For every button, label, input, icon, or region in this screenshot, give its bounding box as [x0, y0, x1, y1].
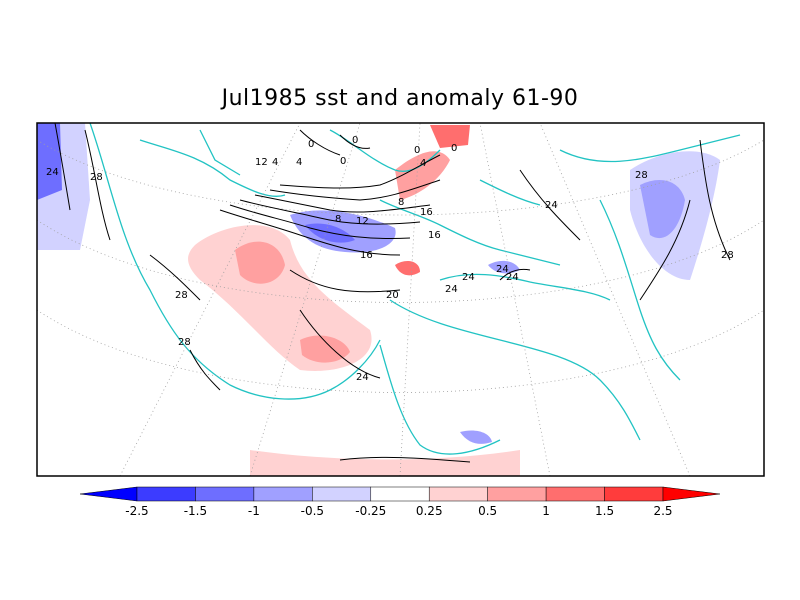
contour-label: 28	[90, 172, 103, 183]
colorbar: -2.5 -1.5 -1 -0.5 -0.25 0.25 0.5 1 1.5 2.5	[79, 486, 721, 518]
colorbar-min-arrow	[79, 486, 138, 502]
colorbar-box	[370, 486, 430, 502]
colorbar-box	[428, 486, 488, 502]
colorbar-box	[136, 486, 196, 502]
positive-anomaly-barents	[430, 125, 470, 148]
colorbar-tick-label: -0.5	[301, 504, 324, 518]
colorbar-tick-label: -0.25	[355, 504, 386, 518]
colorbar-box	[312, 486, 372, 502]
contour-label: 16	[420, 207, 433, 218]
positive-anomaly-north-atlantic	[188, 225, 372, 371]
colorbar-tick-label: 0.25	[416, 504, 443, 518]
colorbar-tick-label: 1	[542, 504, 550, 518]
contour-label: 0	[340, 156, 346, 167]
contour-label: 24	[445, 284, 458, 295]
colorbar-box	[487, 486, 547, 502]
contour-label: 20	[386, 290, 399, 301]
contour-label: 0	[451, 143, 457, 154]
colorbar-tick-label: -2.5	[125, 504, 148, 518]
contour-label: 16	[360, 250, 373, 261]
colorbar-tick-label: -1	[248, 504, 260, 518]
positive-anomaly-core-2	[300, 335, 350, 363]
negative-anomaly-med	[488, 260, 520, 274]
contour-label: 24	[496, 264, 509, 275]
contour-labels: 24 28 12 4 4 0 0 0 0 0 4 8 8 12 16 16 16…	[46, 135, 734, 383]
contour-label: 24	[545, 200, 558, 211]
positive-anomaly-north-sea	[395, 151, 450, 200]
contour-label: 24	[46, 167, 59, 178]
sst-contours	[54, 123, 731, 463]
colorbar-tick-label: -1.5	[184, 504, 207, 518]
contour-label: 4	[272, 157, 278, 168]
map-frame	[36, 122, 765, 477]
contour-label: 24	[462, 272, 475, 283]
contour-label: 12	[356, 216, 369, 227]
colorbar-tick-label: 1.5	[595, 504, 614, 518]
colorbar-tick-label: 2.5	[653, 504, 672, 518]
contour-label: 24	[356, 372, 369, 383]
anomaly-shading	[37, 123, 720, 476]
graticule	[37, 123, 764, 476]
contour-label: 12	[255, 157, 268, 168]
contour-label: 8	[398, 197, 404, 208]
colorbar-box	[604, 486, 664, 502]
contour-label: 28	[178, 337, 191, 348]
positive-anomaly-core	[235, 241, 285, 284]
contour-label: 8	[335, 214, 341, 225]
positive-anomaly-iberia	[395, 260, 420, 276]
contour-label: 4	[420, 158, 426, 169]
contour-label: 28	[175, 290, 188, 301]
map-area: 24 28 12 4 4 0 0 0 0 0 4 8 8 12 16 16 16…	[37, 123, 764, 476]
coastlines	[89, 123, 741, 455]
colorbar-box	[195, 486, 255, 502]
contour-label: 16	[428, 230, 441, 241]
contour-label: 0	[352, 135, 358, 146]
contour-label: 0	[414, 145, 420, 156]
contour-label: 28	[635, 170, 648, 181]
colorbar-tick-label: 0.5	[478, 504, 497, 518]
negative-anomaly-pacific-west-core	[37, 123, 62, 200]
colorbar-box	[545, 486, 605, 502]
negative-anomaly-red-sea	[460, 430, 492, 444]
positive-anomaly-south	[250, 450, 520, 476]
contour-label: 4	[296, 157, 302, 168]
colorbar-box	[253, 486, 313, 502]
colorbar-max-arrow	[662, 486, 721, 502]
negative-anomaly-pacific-east-core	[640, 180, 685, 239]
contour-label: 24	[506, 272, 519, 283]
map-title: Jul1985 sst and anomaly 61-90	[221, 86, 579, 111]
contour-label: 28	[721, 250, 734, 261]
contour-label: 0	[308, 139, 314, 150]
